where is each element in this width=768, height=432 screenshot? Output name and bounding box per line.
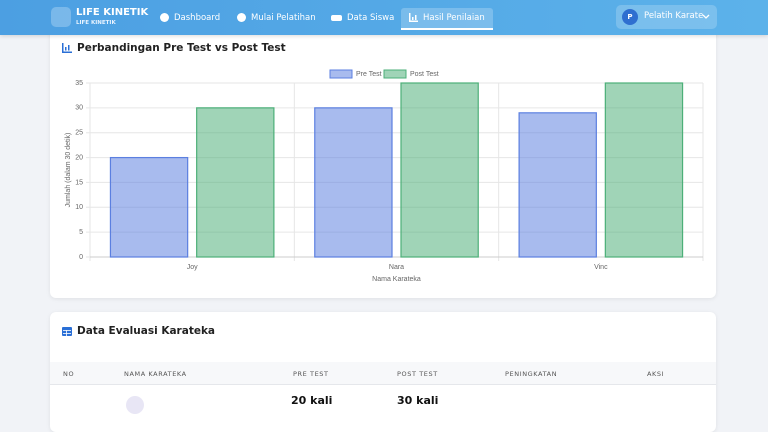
bar — [400, 82, 479, 258]
y-tick-label: 15 — [75, 179, 83, 186]
nav-item[interactable]: Dashboard — [160, 8, 220, 28]
card-title: Perbandingan Pre Test vs Post Test — [77, 42, 286, 54]
y-tick-label: 25 — [75, 130, 83, 137]
chart: 0 5 10 15 20 25 30 35 Joy Nara Vinc Nama Karateka Ju… — [65, 69, 704, 283]
legend-swatch — [329, 69, 353, 79]
y-axis-label: Jumlah (dalam 30 detik) — [65, 133, 72, 208]
avatar — [126, 396, 144, 414]
icon — [331, 15, 342, 21]
table-header-cell: POST TEST — [397, 370, 438, 378]
table-header — [50, 362, 716, 385]
table-header-cell: PRE TEST — [293, 370, 329, 378]
y-tick-label: 20 — [75, 154, 83, 161]
x-tick-label: Vinc — [594, 264, 608, 271]
y-tick-label: 35 — [75, 80, 83, 87]
x-tick-label: Joy — [187, 264, 198, 271]
y-tick-label: 10 — [75, 204, 83, 211]
brand[interactable]: LIFE KINETIK — [76, 7, 149, 18]
bar — [109, 156, 189, 258]
legend-label: Post Test — [410, 71, 439, 78]
icon — [62, 327, 72, 336]
nav-item[interactable]: Data Siswa — [331, 8, 394, 28]
table-header-cell: NO — [63, 370, 75, 378]
icon — [409, 13, 418, 22]
y-tick-label: 0 — [79, 254, 83, 261]
navbar: LIFE KINETIK LIFE KINETIK Dashboard Mula… — [0, 0, 768, 35]
table-header-cell: AKSI — [647, 370, 665, 378]
user-menu[interactable]: P Pelatih Karate — [616, 5, 717, 29]
nav-item-active[interactable]: Hasil Penilaian — [401, 8, 493, 30]
brand-sub: LIFE KINETIK — [76, 20, 116, 26]
user-name: Pelatih Karate — [644, 11, 704, 21]
legend-label: Pre Test — [356, 71, 382, 78]
bar — [196, 107, 275, 258]
chevron — [702, 14, 710, 19]
nav-label: Hasil Penilaian — [423, 13, 485, 23]
bar — [314, 107, 393, 258]
nav-label: Dashboard — [174, 13, 221, 23]
avatar: P — [622, 9, 638, 25]
legend-swatch — [383, 69, 407, 79]
table-header-cell: PENINGKATAN — [505, 370, 558, 378]
bar — [518, 112, 597, 258]
x-axis-label: Nama Karateka — [372, 276, 421, 283]
card-title: Data Evaluasi Karateka — [77, 325, 216, 337]
icon — [160, 13, 169, 22]
bar — [604, 82, 684, 258]
nav-item[interactable]: Mulai Pelatihan — [237, 8, 316, 28]
table-header-cell: NAMA KARATEKA — [124, 370, 187, 378]
icon — [62, 43, 72, 53]
nav-label: Data Siswa — [347, 13, 395, 23]
logo[interactable] — [51, 7, 71, 27]
nav-label: Mulai Pelatihan — [251, 13, 316, 23]
y-tick-label: 30 — [75, 105, 83, 112]
icon — [237, 13, 246, 22]
x-tick-label: Nara — [389, 264, 404, 271]
y-tick-label: 5 — [79, 229, 83, 236]
